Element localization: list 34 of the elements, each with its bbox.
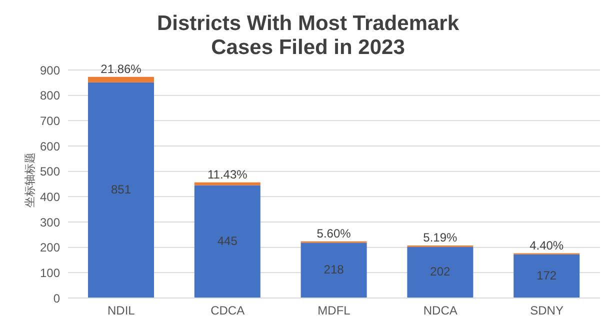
y-tick-label: 0: [53, 291, 60, 306]
bar: [194, 182, 260, 186]
data-label: 445: [217, 234, 238, 248]
data-label: 11.43%: [207, 168, 248, 182]
y-tick-label: 300: [40, 215, 60, 230]
data-label: 5.60%: [316, 226, 352, 241]
bar: [300, 242, 367, 298]
y-tick-label: 400: [40, 190, 60, 204]
x-tick-label: CDCA: [210, 304, 245, 318]
y-tick-label: 900: [40, 63, 60, 78]
data-label: 218: [324, 262, 344, 277]
y-tick-label: 200: [40, 240, 60, 255]
x-tick-label: NDIL: [108, 304, 136, 318]
y-tick-label: 800: [40, 88, 60, 103]
data-label: 5.19%: [423, 230, 458, 245]
data-label: 21.86%: [100, 62, 142, 76]
data-label: 172: [536, 268, 557, 282]
bar: [88, 76, 154, 82]
data-label: 4.40%: [530, 238, 564, 252]
chart-title: Districts With Most Trademark Cases Filed in 2023: [156, 11, 460, 60]
y-tick-label: 100: [40, 266, 60, 280]
y-tick-label: 500: [40, 164, 60, 179]
bar: [88, 82, 154, 298]
y-axis-title: 坐标轴标题: [22, 152, 38, 208]
data-label: 851: [110, 182, 132, 196]
x-tick-label: SDNY: [530, 304, 564, 318]
bar: [407, 246, 474, 298]
x-tick-label: NDCA: [423, 304, 458, 318]
x-tick-label: MDFL: [318, 304, 351, 318]
bar: [514, 254, 580, 298]
bar: [194, 185, 260, 298]
y-tick-label: 600: [40, 139, 60, 154]
data-label: 202: [430, 264, 451, 279]
y-tick-label: 700: [40, 114, 60, 128]
